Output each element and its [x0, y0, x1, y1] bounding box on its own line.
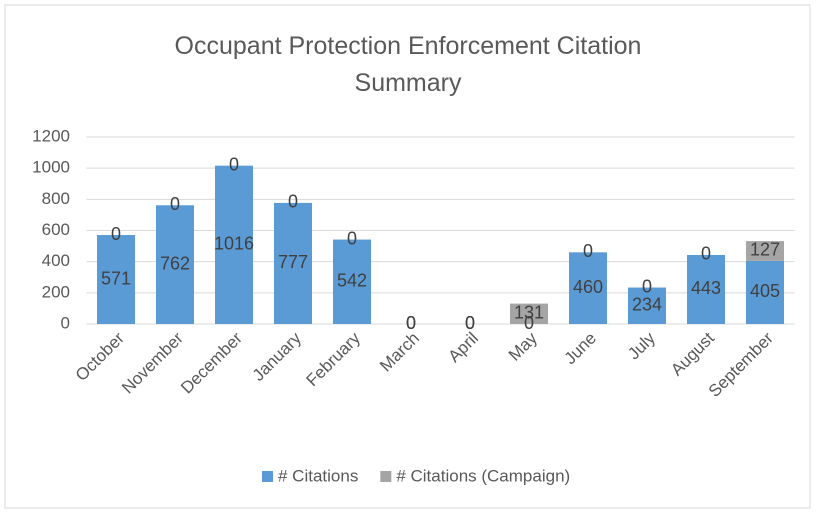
- bar: [215, 165, 253, 324]
- x-tick-label: January: [249, 328, 306, 385]
- y-tick-label: 1200: [32, 126, 70, 145]
- data-label: 0: [229, 154, 239, 174]
- data-label: 0: [406, 313, 416, 333]
- data-label: 777: [278, 252, 308, 272]
- data-label: 443: [691, 278, 721, 298]
- bar: [97, 235, 135, 324]
- data-label: 0: [406, 313, 416, 333]
- data-label: 0: [701, 244, 711, 264]
- data-label: 542: [337, 271, 367, 291]
- x-tick-label: June: [560, 329, 600, 369]
- x-tick-label: December: [177, 328, 246, 397]
- data-label: 127: [750, 240, 780, 260]
- legend-swatch: [380, 471, 392, 482]
- bar: [510, 303, 548, 324]
- x-tick-label: October: [72, 328, 128, 384]
- bar: [569, 252, 607, 324]
- y-tick-label: 600: [42, 220, 70, 239]
- chart-border: [4, 4, 811, 509]
- bar: [746, 241, 784, 261]
- data-label: 405: [750, 281, 780, 301]
- data-label: 0: [111, 224, 121, 244]
- data-label: 0: [465, 313, 475, 333]
- bar: [628, 287, 666, 324]
- bar: [333, 239, 371, 324]
- legend-label: # Citations: [278, 466, 358, 485]
- x-tick-label: August: [667, 328, 718, 379]
- data-label: 571: [101, 268, 131, 288]
- x-tick-label: March: [376, 329, 423, 376]
- data-label: 0: [524, 313, 534, 333]
- data-label: 234: [632, 295, 662, 315]
- x-tick-label: May: [505, 328, 541, 364]
- data-label: 1016: [214, 234, 254, 254]
- data-label: 460: [573, 277, 603, 297]
- data-label: 0: [642, 276, 652, 296]
- bar: [156, 205, 194, 324]
- y-tick-label: 400: [42, 251, 70, 270]
- legend-swatch: [262, 471, 273, 482]
- data-label: 0: [583, 241, 593, 261]
- x-tick-label: February: [302, 328, 364, 390]
- y-tick-label: 200: [42, 282, 70, 301]
- legend-label: # Citations (Campaign): [396, 466, 570, 485]
- x-tick-label: September: [705, 328, 777, 400]
- y-tick-label: 0: [61, 313, 70, 332]
- data-label: 0: [170, 194, 180, 214]
- chart-title: Occupant Protection Enforcement Citation…: [174, 32, 642, 97]
- x-tick-label: November: [118, 328, 187, 397]
- data-label: 0: [465, 313, 475, 333]
- data-label: 762: [160, 253, 190, 273]
- y-tick-label: 800: [42, 189, 70, 208]
- data-label: 131: [514, 303, 544, 323]
- x-tick-label: July: [624, 328, 659, 363]
- x-tick-label: April: [445, 329, 482, 366]
- bar: [687, 254, 725, 324]
- data-label: 0: [288, 192, 298, 212]
- y-tick-label: 1000: [32, 158, 70, 177]
- bar: [274, 202, 312, 324]
- data-label: 0: [347, 228, 357, 248]
- bar: [746, 260, 784, 324]
